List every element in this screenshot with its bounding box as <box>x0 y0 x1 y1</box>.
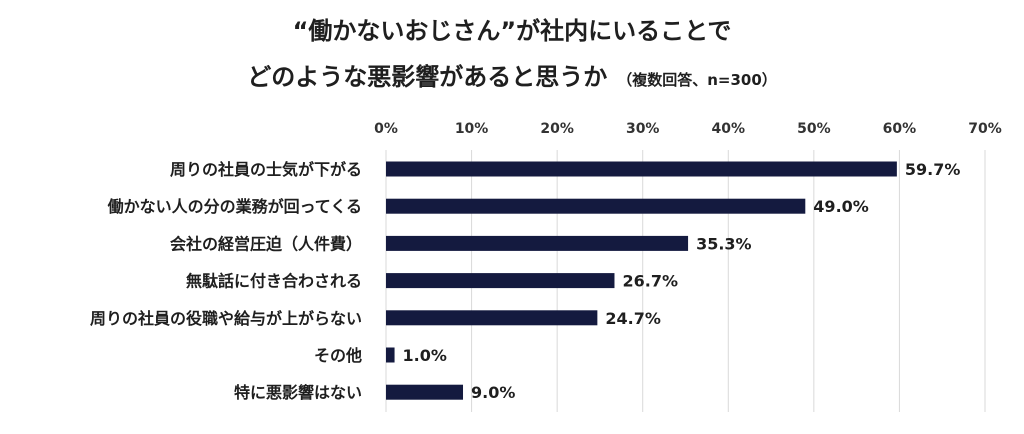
data-label: 1.0% <box>403 346 447 365</box>
x-tick-label: 40% <box>712 121 746 137</box>
category-labels: 周りの社員の士気が下がる働かない人の分の業務が回ってくる会社の経営圧迫（人件費）… <box>90 160 362 402</box>
data-label: 9.0% <box>471 383 515 402</box>
x-tick-label: 0% <box>374 121 398 137</box>
category-label: 会社の経営圧迫（人件費） <box>170 234 362 253</box>
x-tick-label: 70% <box>968 121 1002 137</box>
data-label: 59.7% <box>905 160 961 179</box>
x-tick-label: 20% <box>540 121 574 137</box>
x-tick-label: 10% <box>455 121 489 137</box>
bar <box>386 235 689 251</box>
category-label: 周りの社員の役職や給与が上がらない <box>90 309 362 328</box>
data-label: 35.3% <box>696 234 752 253</box>
x-tick-label: 60% <box>883 121 917 137</box>
chart-title-line-1: “働かないおじさん”が社内にいることで <box>292 17 732 45</box>
bar <box>386 384 464 400</box>
bars <box>386 161 897 400</box>
bar <box>386 273 615 289</box>
x-tick-label: 50% <box>797 121 831 137</box>
bar <box>386 347 395 363</box>
category-label: 無駄話に付き合わされる <box>186 272 362 291</box>
chart-title-line-2: どのような悪影響があると思うか （複数回答、n=300） <box>0 60 1024 97</box>
data-label: 24.7% <box>605 309 661 328</box>
category-label: その他 <box>314 346 362 365</box>
chart-title-main: どのような悪影響があると思うか <box>247 63 608 91</box>
x-tick-label: 30% <box>626 121 660 137</box>
bar <box>386 310 598 326</box>
category-label: 周りの社員の士気が下がる <box>170 160 362 179</box>
category-label: 働かない人の分の業務が回ってくる <box>107 197 362 216</box>
category-label: 特に悪影響はない <box>234 383 362 402</box>
bar <box>386 198 806 214</box>
data-label: 49.0% <box>813 197 869 216</box>
data-labels: 59.7% 49.0% 35.3% 26.7% 24.7% 1.0% 9.0% <box>403 160 961 402</box>
chart-title-note: （複数回答、n=300） <box>617 71 777 89</box>
bar <box>386 161 897 177</box>
data-label: 26.7% <box>622 272 678 291</box>
x-axis-tick-labels: 0% 10% 20% 30% 40% 50% 60% 70% <box>374 121 1002 137</box>
